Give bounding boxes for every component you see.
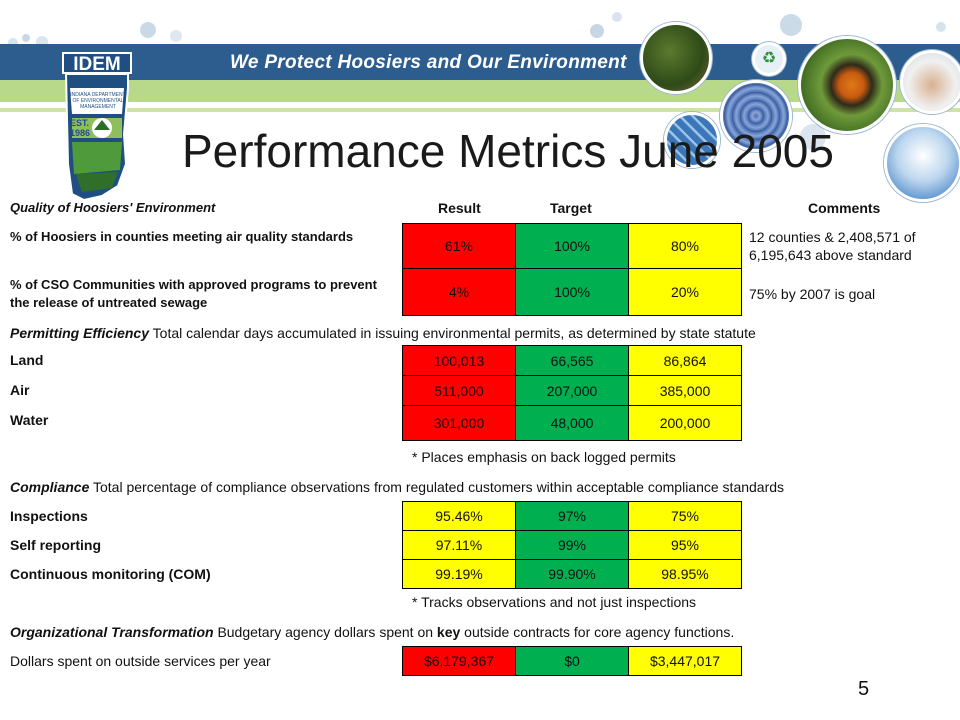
butterfly-photo — [798, 36, 896, 134]
handshake-photo — [900, 50, 960, 114]
banner-white-stripe — [0, 102, 960, 108]
section-description-compliance: Total percentage of compliance observati… — [93, 479, 785, 495]
section-heading-permitting: Permitting Efficiency — [10, 325, 150, 341]
section-description-transformation-a: Budgetary agency dollars spent on — [217, 624, 437, 640]
row-label-dollars: Dollars spent on outside services per ye… — [10, 653, 271, 669]
cell-cso-result: 4% — [402, 268, 516, 316]
cell-inspections-target: 97% — [515, 501, 629, 531]
cell-land-target: 66,565 — [515, 345, 629, 376]
cell-water-third: 200,000 — [628, 405, 742, 441]
banner-green-stripe — [0, 108, 960, 112]
fern-photo — [640, 22, 712, 94]
idem-est-label: EST. — [70, 118, 90, 128]
section-transformation: Organizational Transformation Budgetary … — [10, 624, 734, 640]
cell-com-result: 99.19% — [402, 559, 516, 589]
section-heading-quality: Quality of Hoosiers' Environment — [10, 200, 216, 215]
section-description-transformation-b: outside contracts for core agency functi… — [460, 624, 735, 640]
column-header-target: Target — [550, 200, 592, 216]
banner-tagline: We Protect Hoosiers and Our Environment — [230, 52, 627, 73]
cell-water-target: 48,000 — [515, 405, 629, 441]
cell-com-third: 98.95% — [628, 559, 742, 589]
cell-air-quality-target: 100% — [515, 223, 629, 269]
solar-panel-photo — [664, 112, 720, 168]
column-header-comments: Comments — [808, 200, 881, 216]
page-number: 5 — [858, 678, 870, 700]
cell-air-quality-result: 61% — [402, 223, 516, 269]
cell-self-reporting-result: 97.11% — [402, 530, 516, 560]
idem-logo: IDEM — [62, 52, 132, 75]
cell-com-target: 99.90% — [515, 559, 629, 589]
recycle-icon: ♻ — [761, 50, 777, 67]
idem-est-year: 1986 — [70, 128, 91, 138]
row-label-air-quality: % of Hoosiers in counties meeting air qu… — [10, 229, 354, 244]
idem-logo-text: IDEM — [62, 52, 132, 75]
row-label-continuous-monitoring: Continuous monitoring (COM) — [10, 566, 211, 582]
section-permitting: Permitting Efficiency Total calendar day… — [10, 325, 756, 341]
idem-logo-subtext: INDIANA DEPARTMENT OF ENVIRONMENTAL MANA… — [70, 92, 126, 110]
cell-land-third: 86,864 — [628, 345, 742, 376]
column-header-result: Result — [438, 200, 481, 216]
row-label-land: Land — [10, 352, 44, 368]
section-description-transformation-key: key — [436, 624, 461, 640]
cell-self-reporting-third: 95% — [628, 530, 742, 560]
banner-green-band — [0, 80, 960, 102]
cell-air-third: 385,000 — [628, 375, 742, 406]
sky-photo — [884, 124, 960, 202]
section-description-permitting: Total calendar days accumulated in issui… — [152, 325, 756, 341]
comment-cso: 75% by 2007 is goal — [749, 286, 876, 302]
row-label-inspections: Inspections — [10, 508, 88, 524]
cell-land-result: 100,013 — [402, 345, 516, 376]
header-banner: We Protect Hoosiers and Our Environment … — [0, 0, 960, 202]
section-compliance: Compliance Total percentage of complianc… — [10, 479, 784, 495]
row-label-self-reporting: Self reporting — [10, 537, 102, 553]
cell-dollars-third: $3,447,017 — [628, 646, 742, 676]
cell-dollars-result: $6,179,367 — [402, 646, 516, 676]
cell-dollars-target: $0 — [515, 646, 629, 676]
section-heading-transformation: Organizational Transformation — [10, 624, 214, 640]
idem-logo-est: EST. 1986 — [70, 118, 90, 138]
cell-air-target: 207,000 — [515, 375, 629, 406]
row-label-air: Air — [10, 382, 30, 398]
row-label-cso: % of CSO Communities with approved progr… — [10, 277, 377, 310]
cell-inspections-third: 75% — [628, 501, 742, 531]
water-photo — [720, 80, 792, 152]
recycle-badge: ♻ — [752, 42, 786, 76]
page-title: Performance Metrics June 2005 — [182, 125, 834, 177]
cell-air-quality-third: 80% — [628, 223, 742, 269]
cell-water-result: 301,000 — [402, 405, 516, 441]
row-label-water: Water — [10, 412, 49, 428]
cell-self-reporting-target: 99% — [515, 530, 629, 560]
cell-cso-target: 100% — [515, 268, 629, 316]
note-permitting: * Places emphasis on back logged permits — [412, 449, 676, 465]
cell-cso-third: 20% — [628, 268, 742, 316]
comment-air-quality: 12 counties & 2,408,571 of 6,195,643 abo… — [749, 229, 916, 263]
indiana-map-icon — [64, 74, 129, 202]
cell-air-result: 511,000 — [402, 375, 516, 406]
note-compliance: * Tracks observations and not just inspe… — [412, 594, 697, 610]
section-heading-compliance: Compliance — [10, 479, 90, 495]
cell-inspections-result: 95.46% — [402, 501, 516, 531]
